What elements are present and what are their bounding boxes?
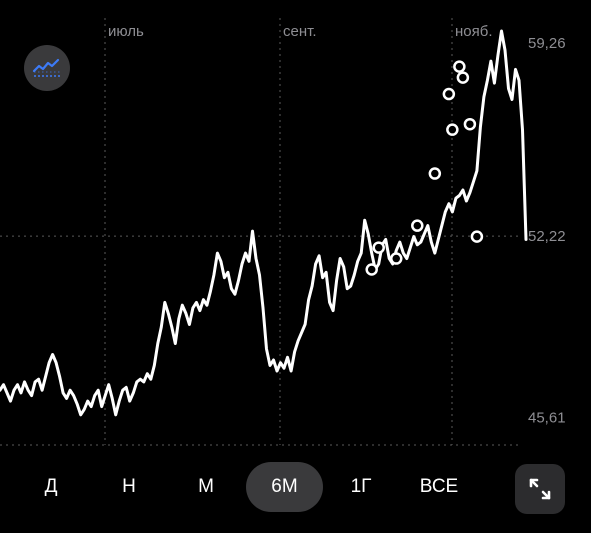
trade-marker[interactable] (411, 219, 424, 232)
y-axis-label: 52,22 (528, 228, 566, 245)
x-axis-label: июль (108, 23, 144, 40)
trade-marker[interactable] (456, 71, 470, 84)
period-selector: Д Н М 6М 1Г ВСЕ (0, 462, 591, 514)
trade-marker[interactable] (390, 252, 403, 265)
expand-button[interactable] (515, 464, 565, 514)
trade-marker[interactable] (470, 230, 484, 243)
period-week[interactable]: Н (122, 476, 136, 497)
period-all[interactable]: ВСЕ (419, 476, 459, 497)
chart-indicator-icon (32, 58, 60, 77)
price-line (0, 29, 528, 417)
trade-marker[interactable] (372, 241, 385, 254)
y-axis-label: 45,61 (528, 409, 566, 426)
indicator-button[interactable] (24, 45, 70, 91)
period-6-months[interactable]: 6М (246, 462, 323, 512)
trade-marker[interactable] (365, 263, 378, 276)
trade-marker[interactable] (446, 123, 459, 136)
period-day[interactable]: Д (44, 476, 58, 497)
trade-marker[interactable] (453, 60, 466, 73)
trade-marker[interactable] (428, 167, 442, 180)
x-axis-label: сент. (283, 23, 317, 40)
price-chart[interactable]: июль сент. нояб. 59,26 52,22 45,61 (0, 0, 591, 450)
period-year[interactable]: 1Г (350, 476, 372, 497)
x-axis-label: нояб. (455, 23, 493, 40)
y-axis-label: 59,26 (528, 35, 566, 52)
period-month[interactable]: М (198, 476, 214, 497)
price-chart-svg[interactable]: июль сент. нояб. 59,26 52,22 45,61 (0, 0, 591, 450)
trade-marker[interactable] (442, 87, 456, 101)
trade-marker[interactable] (463, 117, 477, 131)
expand-icon (529, 478, 551, 500)
